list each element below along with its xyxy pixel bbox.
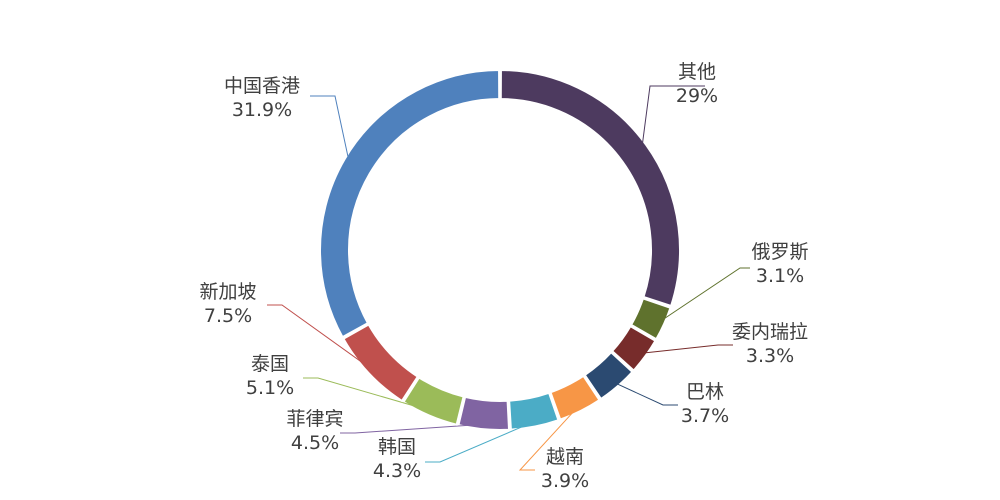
slice-value-label-2: 3.1%	[756, 265, 804, 287]
slice-name-label-6: 韩国	[378, 436, 416, 458]
slice-name-label-3: 委内瑞拉	[732, 321, 808, 343]
slice-name-label-7: 菲律宾	[286, 408, 343, 430]
donut-slice-9	[342, 323, 420, 403]
slice-value-label-8: 5.1%	[246, 377, 294, 399]
leader-line-10	[310, 95, 350, 162]
slice-name-label-1: 其他	[678, 61, 716, 83]
slice-name-label-10: 中国香港	[224, 75, 300, 97]
slice-name-label-4: 巴林	[686, 381, 724, 403]
donut-slice-6	[508, 391, 560, 431]
slice-value-label-1: 29%	[676, 85, 718, 107]
slice-value-label-3: 3.3%	[746, 345, 794, 367]
leader-line-7	[340, 423, 485, 434]
slice-name-label-5: 越南	[546, 446, 584, 468]
slice-value-label-10: 31.9%	[232, 99, 292, 121]
slice-name-label-2: 俄罗斯	[751, 241, 808, 263]
leader-line-4	[614, 382, 678, 406]
leader-line-9	[267, 304, 373, 371]
donut-slice-2	[629, 297, 672, 341]
leader-line-5	[518, 406, 579, 471]
leader-line-1	[641, 85, 705, 148]
donut-slice-3	[610, 324, 657, 372]
donut-slice-10	[319, 68, 501, 339]
slice-value-label-5: 3.9%	[541, 470, 589, 492]
donut-slice-4	[583, 350, 634, 401]
slice-value-label-9: 7.5%	[204, 305, 252, 327]
leader-line-3	[641, 344, 733, 354]
donut-slice-5	[549, 374, 601, 421]
donut-slice-7	[457, 395, 511, 431]
donut-slice-1	[499, 68, 681, 308]
leader-line-8	[303, 377, 432, 412]
donut-slice-8	[402, 376, 465, 426]
slice-value-label-6: 4.3%	[373, 460, 421, 482]
slice-name-label-9: 新加坡	[199, 281, 256, 303]
leader-line-2	[659, 267, 750, 323]
slice-value-label-7: 4.5%	[291, 432, 339, 454]
leader-line-6	[425, 421, 535, 463]
slice-value-label-4: 3.7%	[681, 405, 729, 427]
slice-name-label-8: 泰国	[251, 353, 289, 375]
